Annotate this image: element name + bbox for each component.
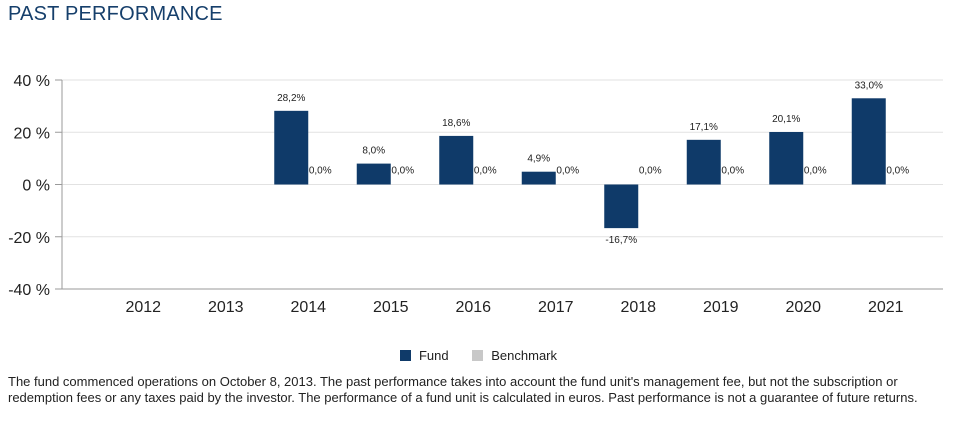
legend-swatch-benchmark (472, 350, 484, 361)
x-tick-label: 2021 (868, 299, 904, 316)
data-label-fund: 8,0% (362, 146, 385, 157)
data-label-fund: 28,2% (277, 93, 305, 104)
bar-fund (604, 184, 639, 229)
footnote: The fund commenced operations on October… (8, 374, 918, 405)
data-label-benchmark: 0,0% (309, 166, 332, 177)
data-label-benchmark: 0,0% (804, 166, 827, 177)
y-tick-label: 20 % (14, 125, 50, 142)
performance-chart: 40 % 20 % 0 % -20 % -40 % 2012 2013 2014 28,2% 0,… (8, 73, 943, 316)
y-tick-label: -20 % (8, 230, 50, 247)
data-label-benchmark: 0,0% (556, 166, 579, 177)
data-label-fund: 20,1% (772, 114, 800, 125)
data-label-benchmark: 0,0% (391, 166, 414, 177)
y-tick-label: 40 % (14, 73, 50, 90)
x-tick-label: 2017 (538, 299, 574, 316)
y-tick-label: -40 % (8, 282, 50, 299)
data-label-fund: 17,1% (690, 122, 718, 133)
x-tick-label: 2012 (125, 299, 161, 316)
data-label-fund: 18,6% (442, 118, 470, 129)
x-tick-label: 2018 (620, 299, 656, 316)
legend-item-benchmark: Benchmark (472, 348, 557, 363)
data-label-benchmark: 0,0% (721, 166, 744, 177)
legend-label-benchmark: Benchmark (491, 348, 557, 363)
y-tick-label: 0 % (22, 178, 50, 195)
data-label-benchmark: 0,0% (474, 166, 497, 177)
page-title: PAST PERFORMANCE (8, 3, 223, 25)
data-label-fund: 33,0% (855, 80, 883, 91)
x-tick-label: 2019 (703, 299, 739, 316)
x-tick-label: 2020 (785, 299, 821, 316)
x-tick-label: 2015 (373, 299, 409, 316)
bar-fund (521, 171, 556, 185)
bar-fund (851, 98, 886, 185)
data-label-benchmark: 0,0% (639, 166, 662, 177)
x-tick-label: 2013 (208, 299, 244, 316)
data-label-fund: 4,9% (527, 154, 550, 165)
bar-fund (769, 131, 804, 185)
x-tick-label: 2014 (290, 299, 326, 316)
legend-label-fund: Fund (418, 348, 449, 363)
data-label-benchmark: 0,0% (886, 166, 909, 177)
data-label-fund: -16,7% (605, 235, 637, 246)
bar-fund (274, 110, 309, 185)
bar-fund (356, 163, 391, 185)
x-tick-label: 2016 (455, 299, 491, 316)
bar-fund (439, 135, 474, 185)
legend-item-fund: Fund (399, 348, 449, 363)
chart-legend: Fund Benchmark (0, 348, 957, 364)
legend-swatch-fund (399, 350, 411, 361)
bar-fund (686, 139, 721, 185)
